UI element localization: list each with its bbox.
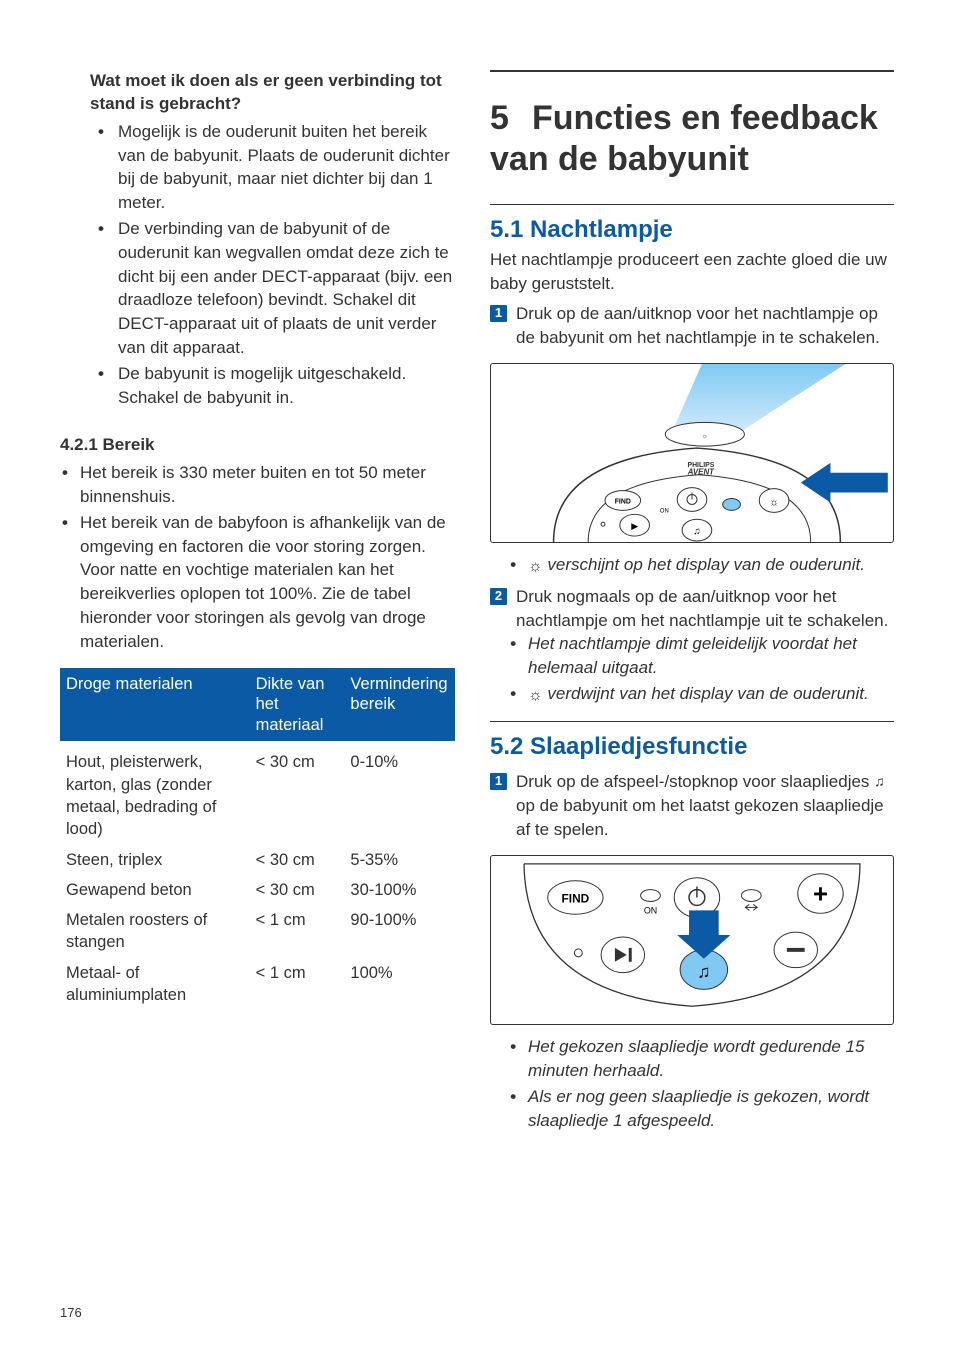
light-beam [672, 364, 845, 431]
step-2: 2 Druk nogmaals op de aan/uitknop voor h… [490, 585, 894, 633]
list-item: De verbinding van de babyunit of de oude… [90, 217, 455, 360]
list-item: Mogelijk is de ouderunit buiten het bere… [90, 120, 455, 215]
td: < 1 cm [250, 905, 345, 958]
td: < 30 cm [250, 741, 345, 844]
left-column: Wat moet ik doen als er geen verbinding … [60, 70, 455, 1135]
step-number-badge: 1 [490, 305, 507, 322]
s52-step-1: 1 Druk op de afspeel-/stopknop voor slaa… [490, 770, 894, 841]
td: 0-10% [344, 741, 455, 844]
table-row: Steen, triplex < 30 cm 5-35% [60, 845, 455, 875]
section-5-heading: 5Functies en feedback van de babyunit [490, 70, 894, 180]
question-bullets: Mogelijk is de ouderunit buiten het bere… [90, 120, 455, 410]
mode-button [723, 499, 741, 511]
figure-lullaby: FIND ON + [490, 855, 894, 1025]
step-text: Druk op de aan/uitknop voor het nachtlam… [516, 304, 880, 347]
question-heading: Wat moet ik doen als er geen verbinding … [90, 70, 455, 116]
figure-nightlight: ☼ PHILIPS AVENT FIND ☼ ▶ ♫ ON [490, 363, 894, 543]
music-icon: ♫ [693, 526, 700, 537]
list-item: Het gekozen slaapliedje wordt gedurende … [510, 1035, 894, 1083]
step-number-badge: 2 [490, 588, 507, 605]
step-number-badge: 1 [490, 773, 507, 790]
step-1: 1 Druk op de aan/uitknop voor het nachtl… [490, 302, 894, 350]
sun-icon: ☼ [528, 556, 543, 578]
find-label: FIND [562, 892, 590, 906]
bereik-bullets: Het bereik is 330 meter buiten en tot 50… [60, 461, 455, 653]
th-thickness: Dikte van het materiaal [250, 668, 345, 742]
table-row: Hout, pleisterwerk, karton, glas (zonder… [60, 741, 455, 844]
subheading-421: 4.2.1 Bereik [60, 433, 455, 457]
subsection-51-heading: 5.1 Nachtlampje [490, 204, 894, 247]
th-reduction: Vermindering bereik [344, 668, 455, 742]
td: 30-100% [344, 875, 455, 905]
td: Metaal- of aluminiumplaten [60, 958, 250, 1011]
on-label: ON [644, 906, 657, 916]
right-column: 5Functies en feedback van de babyunit 5.… [490, 70, 894, 1135]
td: Gewapend beton [60, 875, 250, 905]
plus-icon: + [813, 881, 828, 909]
sun-icon: ☼ [528, 685, 543, 707]
find-label: FIND [615, 499, 631, 506]
td: 90-100% [344, 905, 455, 958]
materials-table: Droge materialen Dikte van het materiaal… [60, 668, 455, 1011]
step-text-a: Druk op de afspeel-/stopknop voor slaapl… [516, 772, 874, 791]
list-item: ☼ verdwijnt van het display van de ouder… [510, 682, 894, 707]
td: 5-35% [344, 845, 455, 875]
play-icon: ▶ [631, 522, 638, 532]
light-icon: ☼ [769, 497, 779, 509]
music-note-icon: ♫ [874, 773, 885, 789]
td: 100% [344, 958, 455, 1011]
list-item: De babyunit is mogelijk uitgeschakeld. S… [90, 362, 455, 410]
td: < 1 cm [250, 958, 345, 1011]
step-text: Druk nogmaals op de aan/uitknop voor het… [516, 587, 888, 630]
s52-sub-bullets: Het gekozen slaapliedje wordt gedurende … [510, 1035, 894, 1132]
sub-text: verdwijnt van het display van de ouderun… [543, 684, 869, 703]
td: Hout, pleisterwerk, karton, glas (zonder… [60, 741, 250, 844]
th-material: Droge materialen [60, 668, 250, 742]
subsection-52-heading: 5.2 Slaapliedjesfunctie [490, 721, 894, 764]
td: Metalen roosters of stangen [60, 905, 250, 958]
step1-sub-bullets: ☼ verschijnt op het display van de ouder… [510, 553, 894, 578]
minus-icon [787, 948, 805, 952]
section-title: Functies en feedback van de babyunit [490, 99, 878, 178]
sun-icon: ☼ [702, 434, 708, 441]
step-text-b: op de babyunit om het laatst gekozen sla… [516, 796, 884, 839]
step2-sub-bullets: Het nachtlampje dimt geleidelijk voordat… [510, 632, 894, 707]
table-row: Metaal- of aluminiumplaten < 1 cm 100% [60, 958, 455, 1011]
brand-sub-label: AVENT [687, 468, 715, 477]
on-label: ON [660, 509, 669, 515]
td: Steen, triplex [60, 845, 250, 875]
list-item: ☼ verschijnt op het display van de ouder… [510, 553, 894, 578]
table-row: Metalen roosters of stangen < 1 cm 90-10… [60, 905, 455, 958]
music-icon: ♫ [697, 962, 710, 982]
nightlight-svg: ☼ PHILIPS AVENT FIND ☼ ▶ ♫ ON [491, 364, 893, 542]
section-number: 5 [490, 98, 532, 139]
s51-intro: Het nachtlampje produceert een zachte gl… [490, 248, 894, 296]
list-item: Het bereik is 330 meter buiten en tot 50… [60, 461, 455, 509]
list-item: Het bereik van de babyfoon is afhankelij… [60, 511, 455, 654]
page-number: 176 [60, 1304, 82, 1322]
td: < 30 cm [250, 845, 345, 875]
lullaby-svg: FIND ON + [491, 856, 893, 1024]
list-item: Als er nog geen slaapliedje is gekozen, … [510, 1085, 894, 1133]
list-item: Het nachtlampje dimt geleidelijk voordat… [510, 632, 894, 680]
table-row: Gewapend beton < 30 cm 30-100% [60, 875, 455, 905]
sub-text: verschijnt op het display van de ouderun… [543, 555, 865, 574]
td: < 30 cm [250, 875, 345, 905]
